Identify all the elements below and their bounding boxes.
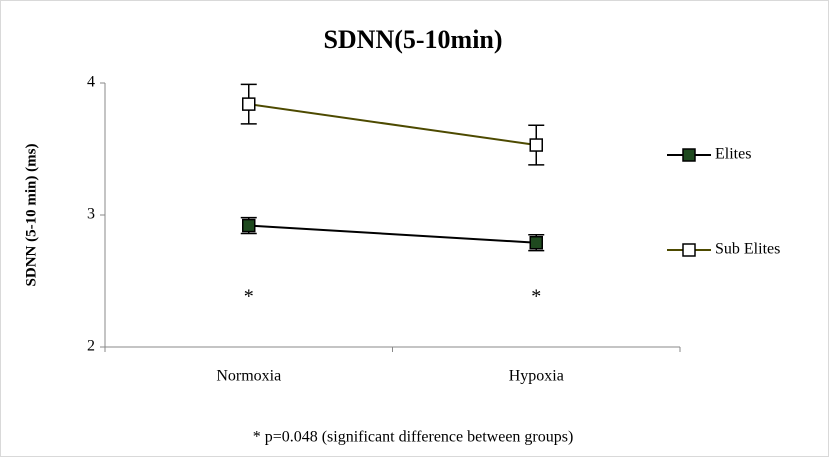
y-tick-label: 3 <box>87 206 95 223</box>
marker <box>529 138 543 152</box>
x-tick-label: Hypoxia <box>509 368 564 385</box>
series-line <box>248 103 537 147</box>
marker <box>242 97 256 111</box>
legend-marker <box>682 148 696 162</box>
chart-title: SDNN(5-10min) <box>323 25 502 54</box>
y-tick-label: 4 <box>87 74 95 91</box>
legend-label: Sub Elites <box>715 241 780 258</box>
legend-label: Elites <box>715 146 751 163</box>
y-tick-label: 2 <box>87 338 95 355</box>
series-line <box>248 224 537 244</box>
annotation: * <box>531 286 541 308</box>
x-tick-label: Normoxia <box>216 368 281 385</box>
annotation: * <box>244 286 254 308</box>
marker <box>529 235 543 250</box>
y-axis-label: SDNN (5-10 min) (ms) <box>23 144 39 287</box>
legend-marker <box>682 243 696 257</box>
footnote: * p=0.048 (significant difference betwee… <box>253 429 574 446</box>
marker <box>242 218 256 233</box>
